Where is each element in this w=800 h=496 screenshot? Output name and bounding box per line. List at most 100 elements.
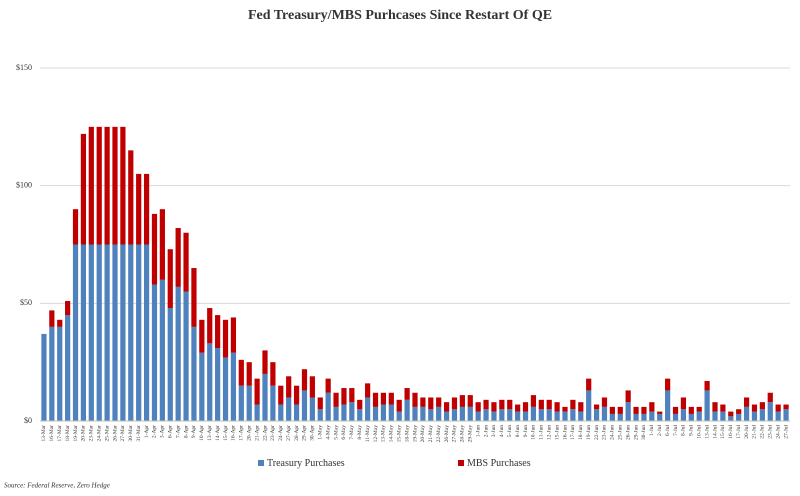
bar-segment bbox=[617, 406, 623, 414]
x-tick-label: 22-Jul bbox=[760, 425, 766, 439]
bar-segment bbox=[80, 244, 87, 421]
bar-segment bbox=[104, 244, 110, 421]
bar-segment bbox=[341, 404, 347, 421]
bar-segment bbox=[309, 397, 315, 421]
x-tick-label: 24-Jun bbox=[610, 425, 616, 440]
x-tick-label: 1-Jul bbox=[649, 425, 655, 436]
bar-segment bbox=[96, 126, 102, 245]
x-tick-label: 20-Apr bbox=[246, 425, 252, 441]
x-tick-label: 25-Mar bbox=[104, 425, 110, 442]
bar-segment bbox=[783, 404, 789, 410]
bar-segment bbox=[530, 406, 537, 421]
bar-segment bbox=[649, 402, 655, 412]
bar-segment bbox=[143, 173, 150, 245]
bar-segment bbox=[554, 402, 560, 412]
x-tick-label: 11-May bbox=[365, 425, 371, 442]
bar-segment bbox=[759, 402, 765, 410]
x-tick-label: 6-Jul bbox=[665, 425, 671, 436]
bar-segment bbox=[491, 411, 497, 421]
x-tick-label: 16-Jun bbox=[562, 425, 568, 440]
bar-segment bbox=[365, 383, 371, 398]
bar-segment bbox=[436, 406, 442, 421]
bar-segment bbox=[665, 378, 671, 391]
x-tick-label: 17-Jul bbox=[736, 425, 742, 439]
bar-segment bbox=[578, 402, 584, 412]
x-tick-label: 22-May bbox=[436, 425, 442, 443]
bar-segment bbox=[428, 409, 434, 421]
bar-segment bbox=[159, 279, 165, 421]
x-tick-label: 8-May bbox=[357, 425, 363, 440]
x-tick-label: 5-Jun bbox=[507, 425, 513, 437]
bar-segment bbox=[333, 392, 339, 407]
x-tick-label: 7-May bbox=[349, 425, 355, 440]
bar-segment bbox=[215, 348, 221, 421]
bar-segment bbox=[491, 402, 497, 412]
x-tick-label: 24-Mar bbox=[96, 425, 102, 442]
bar-segment bbox=[436, 397, 442, 407]
bar-segment bbox=[720, 404, 726, 412]
bar-segment bbox=[293, 404, 300, 421]
bar-segment bbox=[522, 411, 529, 421]
x-tick-label: 1-Apr bbox=[144, 425, 150, 438]
bar-segment bbox=[443, 402, 450, 412]
bar-segment bbox=[388, 392, 394, 405]
bar-segment bbox=[657, 411, 663, 414]
bar-segment bbox=[696, 406, 702, 412]
x-tick-label: 23-Jul bbox=[768, 425, 774, 439]
bar-segment bbox=[736, 409, 742, 414]
x-tick-label: 17-Jun bbox=[570, 425, 576, 440]
bar-segment bbox=[254, 378, 260, 405]
bar-segment bbox=[49, 310, 55, 327]
x-tick-label: 15-Jun bbox=[554, 425, 560, 440]
bar-segment bbox=[365, 397, 371, 421]
bar-segment bbox=[112, 244, 118, 421]
x-tick-label: 1-Jun bbox=[475, 425, 481, 437]
x-tick-label: 27-Jul bbox=[783, 425, 789, 439]
bar-segment bbox=[199, 319, 205, 353]
bar-segment bbox=[507, 409, 513, 421]
bar-segment bbox=[538, 399, 544, 410]
bar-segment bbox=[128, 150, 134, 245]
x-tick-label: 30-Jun bbox=[641, 425, 647, 440]
bar-segment bbox=[467, 406, 473, 421]
bar-segment bbox=[483, 409, 489, 421]
bar-segment bbox=[546, 409, 552, 421]
bar-segment bbox=[325, 378, 331, 393]
x-tick-label: 26-Jun bbox=[625, 425, 631, 440]
bar-segment bbox=[325, 392, 331, 421]
x-tick-label: 12-May bbox=[373, 425, 379, 443]
x-tick-label: 7-Jul bbox=[673, 425, 679, 436]
bar-segment bbox=[609, 406, 615, 414]
bar-segment bbox=[357, 399, 363, 410]
bar-segment bbox=[420, 397, 426, 407]
legend-label: Treasury Purchases bbox=[267, 458, 345, 469]
legend-label: MBS Purchases bbox=[467, 458, 531, 469]
x-tick-label: 23-Apr bbox=[270, 425, 276, 441]
bar-segment bbox=[104, 126, 110, 245]
x-tick-label: 29-Apr bbox=[302, 425, 308, 441]
bar-segment bbox=[254, 404, 260, 421]
bar-segment bbox=[341, 388, 347, 405]
bar-segment bbox=[175, 286, 181, 421]
x-tick-label: 19-Jun bbox=[586, 425, 592, 440]
source-note: Source: Federal Reserve, Zero Hedge bbox=[4, 482, 110, 490]
bar-segment bbox=[136, 244, 142, 421]
bar-segment bbox=[538, 409, 544, 421]
x-tick-label: 29-May bbox=[468, 425, 474, 443]
bar-segment bbox=[665, 390, 671, 421]
bar-segment bbox=[562, 411, 568, 421]
bar-segment bbox=[262, 373, 268, 421]
bar-segment bbox=[317, 409, 323, 421]
bar-segment bbox=[554, 411, 560, 421]
bar-segment bbox=[136, 173, 142, 245]
bar-segment bbox=[404, 399, 410, 421]
bar-segment bbox=[333, 406, 339, 421]
bar-segment bbox=[720, 411, 726, 421]
bar-segment bbox=[246, 362, 252, 386]
bar-segment bbox=[680, 409, 687, 421]
x-tick-label: 24-Jul bbox=[775, 425, 781, 439]
y-tick-label: $150 bbox=[16, 63, 32, 72]
bar-segment bbox=[570, 409, 576, 421]
bar-segment bbox=[270, 362, 276, 386]
x-tick-label: 26-Mar bbox=[112, 425, 118, 442]
